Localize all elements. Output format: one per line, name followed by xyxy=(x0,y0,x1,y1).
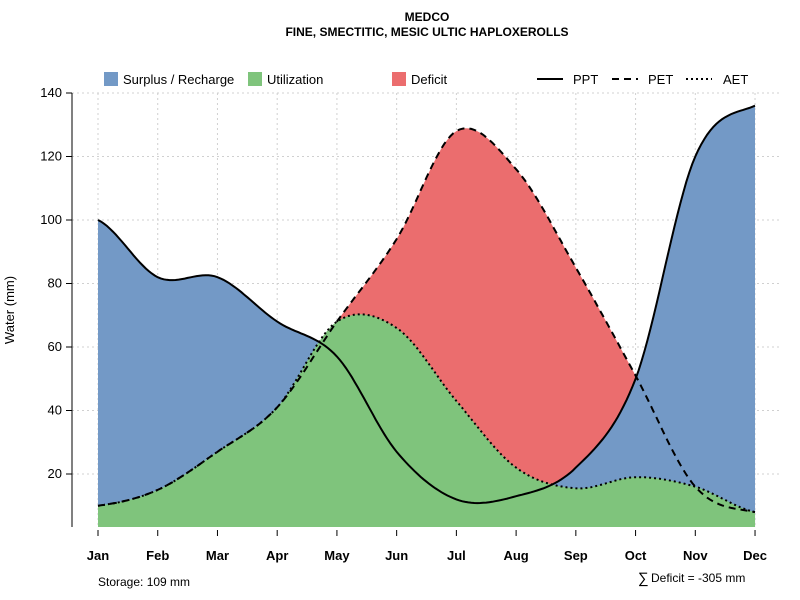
storage-annotation: Storage: 109 mm xyxy=(98,575,190,589)
y-tick-label-140: 140 xyxy=(40,85,62,100)
x-tick-label-May: May xyxy=(324,548,350,563)
legend-swatch-deficit xyxy=(392,72,406,86)
chart-subtitle: FINE, SMECTITIC, MESIC ULTIC HAPLOXEROLL… xyxy=(285,25,568,39)
x-tick-label-Jul: Jul xyxy=(447,548,466,563)
x-tick-label-Apr: Apr xyxy=(266,548,288,563)
x-tick-label-Jan: Jan xyxy=(87,548,109,563)
chart-title: MEDCO xyxy=(405,10,450,24)
x-tick-label-Oct: Oct xyxy=(625,548,647,563)
series-line-aet xyxy=(97,313,756,514)
x-tick-label-Feb: Feb xyxy=(146,548,169,563)
legend-swatch-utilization xyxy=(248,72,262,86)
areas xyxy=(98,105,756,528)
y-tick-label-80: 80 xyxy=(48,276,62,291)
y-tick-label-100: 100 xyxy=(40,212,62,227)
x-tick-label-Jun: Jun xyxy=(385,548,408,563)
y-tick-label-120: 120 xyxy=(40,149,62,164)
x-tick-label-Mar: Mar xyxy=(206,548,229,563)
sum-symbol: ∑ xyxy=(638,570,649,587)
x-tick-label-Sep: Sep xyxy=(564,548,588,563)
legend-label-surplus: Surplus / Recharge xyxy=(123,72,234,87)
lines xyxy=(97,104,756,514)
legend-label-deficit: Deficit xyxy=(411,72,448,87)
series-line-ppt xyxy=(97,104,756,505)
legend-label-utilization: Utilization xyxy=(267,72,323,87)
x-tick-label-Nov: Nov xyxy=(683,548,708,563)
y-tick-label-60: 60 xyxy=(48,339,62,354)
y-tick-label-20: 20 xyxy=(48,466,62,481)
deficit-annotation: Deficit = -305 mm xyxy=(651,571,745,585)
legend-swatch-surplus xyxy=(104,72,118,86)
x-tick-label-Dec: Dec xyxy=(743,548,767,563)
legend-label-pet: PET xyxy=(648,72,673,87)
y-tick-label-40: 40 xyxy=(48,403,62,418)
y-axis-label: Water (mm) xyxy=(2,276,17,344)
legend: Surplus / Recharge Utilization Deficit P… xyxy=(104,72,748,87)
legend-label-aet: AET xyxy=(723,72,748,87)
x-tick-label-Aug: Aug xyxy=(503,548,528,563)
legend-label-ppt: PPT xyxy=(573,72,598,87)
utilization-area xyxy=(98,314,756,527)
axes: 20 40 60 80 100 120 140 Jan Feb Mar Apr May Jun Jul Au… xyxy=(40,85,767,563)
